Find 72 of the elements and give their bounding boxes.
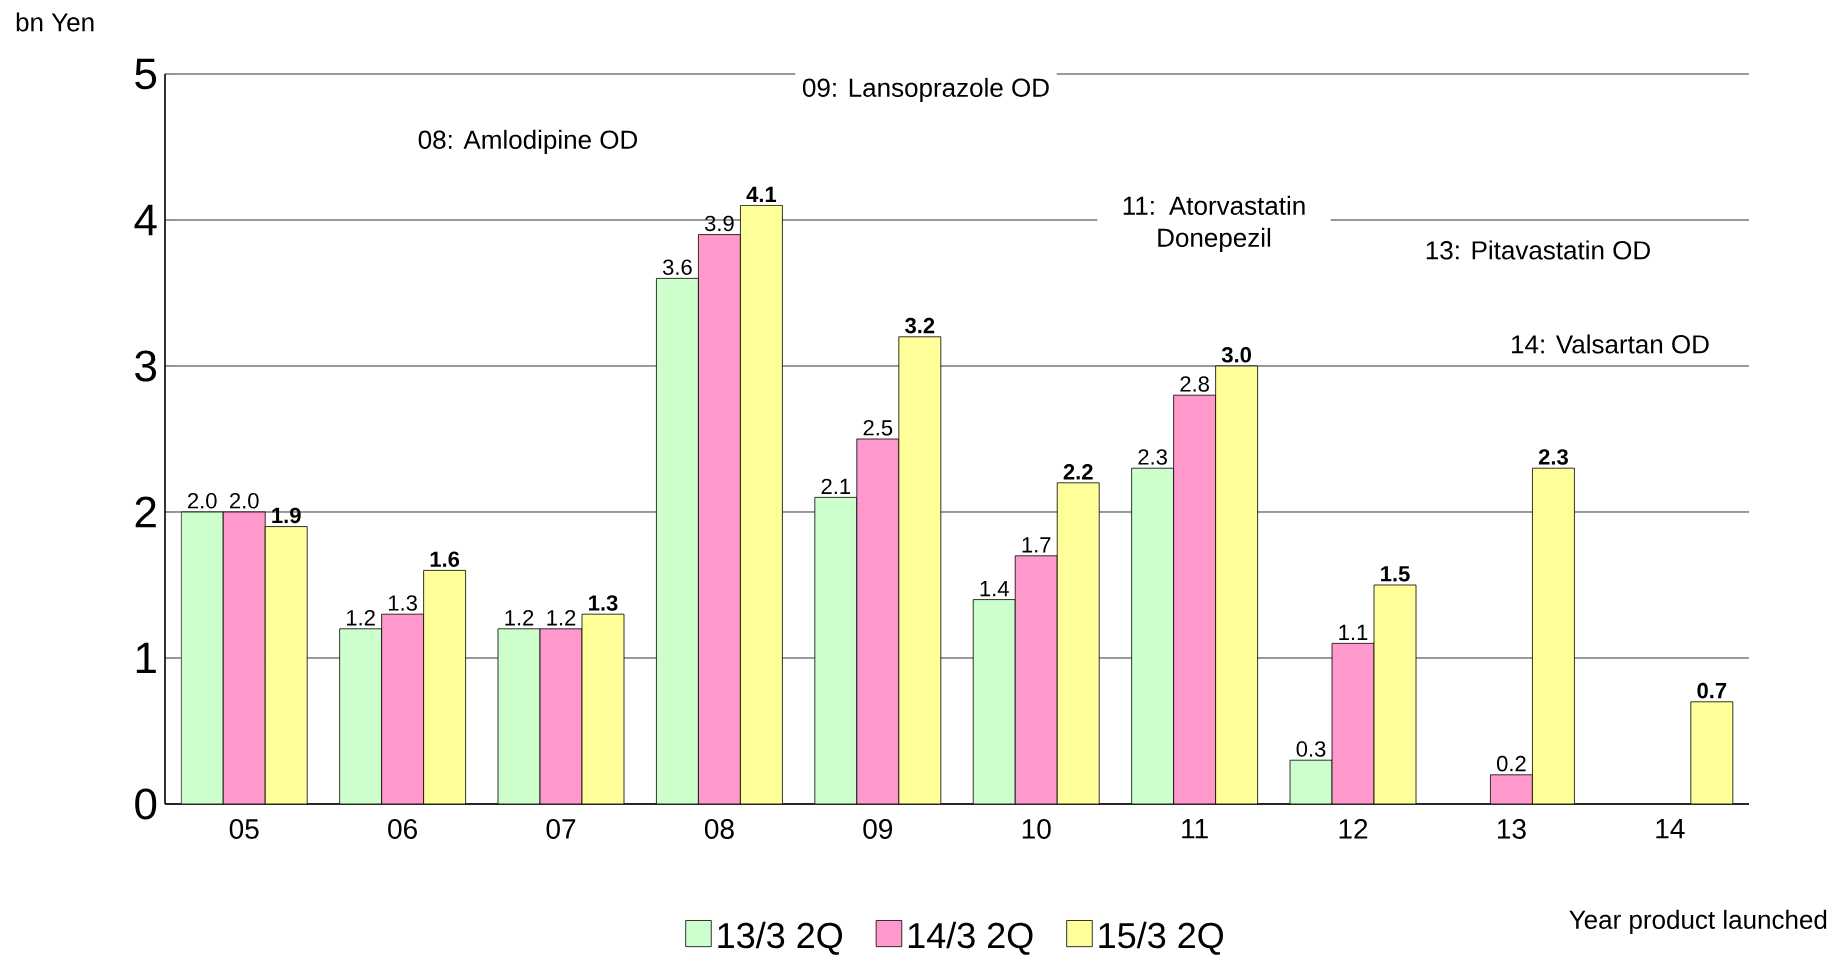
bar xyxy=(539,628,583,804)
y-tick-label: 3 xyxy=(135,350,157,382)
bar xyxy=(1173,394,1217,804)
data-label: 2.1 xyxy=(821,478,851,494)
bar xyxy=(856,438,900,804)
data-label: 1.7 xyxy=(1022,537,1051,553)
legend-label: 15/3 2Q xyxy=(1099,921,1223,955)
data-label: 0.7 xyxy=(1697,682,1727,699)
bar xyxy=(898,336,942,804)
bar xyxy=(581,613,625,804)
bar xyxy=(1215,365,1259,804)
data-label: 2.2 xyxy=(1063,464,1093,480)
data-label: 1.9 xyxy=(272,507,301,524)
data-label: 0.2 xyxy=(1496,755,1526,772)
annotation: 13: Pitavastatin OD xyxy=(1426,240,1650,260)
bar xyxy=(222,511,266,804)
x-tick-label: 07 xyxy=(546,819,576,839)
data-label: 1.3 xyxy=(388,595,417,611)
data-label: 1.4 xyxy=(980,581,1009,597)
y-tick-label: 0 xyxy=(135,788,157,820)
bar xyxy=(264,526,308,804)
data-label: 2.5 xyxy=(863,420,893,436)
data-label: 2.0 xyxy=(188,493,217,509)
annotation: 14: Valsartan OD xyxy=(1512,334,1709,354)
x-tick-label: 08 xyxy=(704,819,734,839)
x-tick-label: 05 xyxy=(229,819,259,839)
bar xyxy=(423,569,467,804)
data-label: 3.9 xyxy=(704,215,734,232)
legend-label: 14/3 2Q xyxy=(908,921,1033,955)
bar xyxy=(740,204,783,804)
x-tick-label: 10 xyxy=(1022,819,1051,839)
bar xyxy=(1331,642,1375,804)
x-tick-label: 06 xyxy=(388,819,417,839)
data-label: 2.0 xyxy=(230,493,259,509)
x-tick-label: 13 xyxy=(1497,819,1526,839)
data-label: 1.2 xyxy=(547,610,576,626)
data-label: 1.2 xyxy=(346,610,375,626)
data-label: 2.3 xyxy=(1138,449,1167,465)
x-tick-label: 14 xyxy=(1656,819,1685,839)
bar xyxy=(381,613,425,804)
annotation: 09: Lansoprazole OD xyxy=(802,77,1049,103)
data-label: 2.8 xyxy=(1180,376,1209,392)
y-tick-label: 2 xyxy=(135,496,156,528)
data-label: 3.2 xyxy=(905,317,935,334)
data-label: 1.3 xyxy=(589,595,618,611)
annotation: 11: Atorvastatin Donepezil xyxy=(1123,195,1305,253)
data-label: 3.0 xyxy=(1221,347,1251,363)
data-label: 4.1 xyxy=(746,186,777,202)
x-axis-title: Year product launched xyxy=(1569,909,1827,935)
data-label: 1.5 xyxy=(1381,566,1410,582)
bar xyxy=(1532,467,1575,804)
y-tick-label: 4 xyxy=(134,204,157,236)
data-label: 1.1 xyxy=(1339,624,1368,640)
annotation: 08: Amlodipine OD xyxy=(418,129,638,155)
y-tick-label: 1 xyxy=(136,642,156,674)
y-axis-title: bn Yen xyxy=(16,12,94,32)
data-label: 0.3 xyxy=(1296,741,1326,757)
bar xyxy=(1490,774,1533,804)
x-tick-label: 09 xyxy=(863,819,893,839)
data-label: 1.2 xyxy=(505,610,534,626)
legend-label: 13/3 2Q xyxy=(718,921,842,955)
data-label: 3.6 xyxy=(662,259,692,275)
bar xyxy=(1373,584,1417,804)
x-tick-label: 12 xyxy=(1339,819,1368,839)
bar xyxy=(1014,555,1058,804)
bar xyxy=(698,234,741,804)
x-tick-label: 11 xyxy=(1182,819,1208,839)
bar xyxy=(1690,701,1734,804)
data-label: 2.3 xyxy=(1538,449,1568,465)
bar xyxy=(1056,482,1100,804)
data-label: 1.6 xyxy=(430,551,460,567)
y-tick-label: 5 xyxy=(135,58,157,90)
